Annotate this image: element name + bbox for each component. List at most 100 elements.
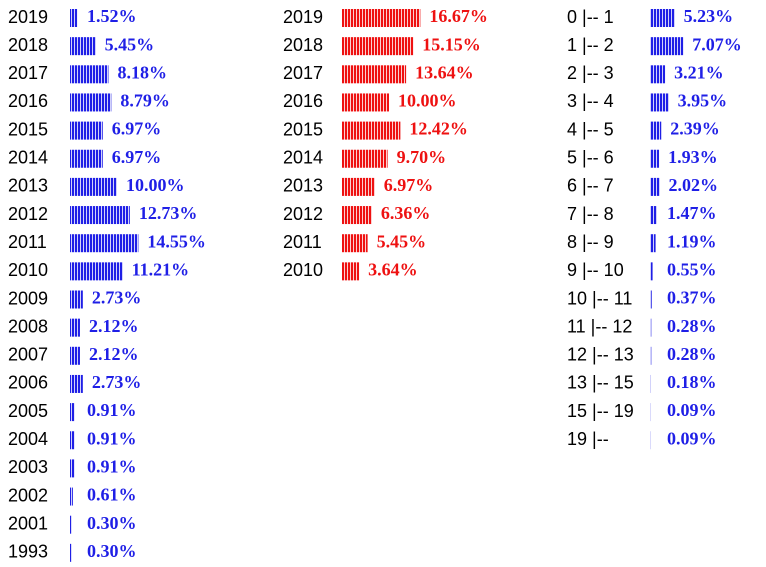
bar [70, 543, 72, 562]
bar [342, 121, 401, 140]
category-label: 1993 [8, 542, 48, 562]
category-label: 2013 [8, 176, 48, 196]
value-label: 0.61% [87, 485, 137, 505]
value-label: 1.93% [668, 147, 718, 167]
bar [650, 206, 657, 225]
value-label: 9.70% [397, 147, 447, 167]
bar [650, 37, 684, 56]
category-label: 13 |-- 15 [567, 373, 634, 393]
value-label: 2.12% [89, 316, 138, 336]
category-label: 12 |-- 13 [567, 345, 634, 365]
bar [650, 262, 653, 281]
category-label: 2017 [8, 63, 48, 83]
category-label: 10 |-- 11 [567, 288, 632, 308]
bar [650, 65, 666, 84]
category-label: 2004 [8, 429, 48, 449]
value-label: 3.64% [368, 259, 418, 279]
value-label: 1.19% [667, 231, 717, 251]
category-label: 2010 [283, 260, 323, 280]
value-label: 0.91% [87, 428, 137, 448]
category-label: 19 |-- [567, 429, 609, 449]
category-label: 4 |-- 5 [567, 119, 614, 139]
category-label: 2014 [283, 148, 323, 168]
value-label: 10.00% [398, 91, 457, 111]
value-label: 0.28% [667, 316, 717, 336]
value-label: 0.91% [87, 457, 137, 477]
value-label: 2.12% [89, 344, 138, 364]
category-label: 2018 [283, 35, 323, 55]
bar [650, 121, 662, 140]
value-label: 11.21% [132, 259, 190, 279]
value-label: 5.45% [105, 34, 154, 54]
bar [650, 149, 660, 168]
bar [342, 262, 360, 281]
bar [342, 234, 368, 253]
category-label: 2006 [8, 373, 48, 393]
bar [342, 93, 389, 112]
value-label: 12.73% [139, 203, 198, 223]
value-label: 5.45% [377, 231, 427, 251]
bar [70, 262, 123, 281]
bar [70, 234, 139, 253]
bar [70, 93, 112, 112]
category-label: 7 |-- 8 [567, 204, 614, 224]
value-label: 6.36% [381, 203, 431, 223]
bar [70, 318, 80, 337]
value-label: 6.97% [112, 119, 162, 139]
bar [70, 9, 78, 27]
bar [650, 374, 651, 393]
category-label: 8 |-- 9 [567, 232, 614, 252]
value-label: 0.28% [667, 344, 717, 364]
category-label: 2012 [283, 204, 323, 224]
bar [342, 206, 372, 225]
value-label: 6.97% [384, 175, 434, 195]
value-label: 0.55% [667, 259, 717, 279]
bar [70, 431, 75, 450]
bar [650, 346, 652, 365]
bar [650, 318, 652, 337]
value-label: 1.47% [667, 203, 717, 223]
category-label: 2016 [283, 91, 323, 111]
category-label: 2013 [283, 176, 323, 196]
category-label: 9 |-- 10 [567, 260, 624, 280]
value-label: 1.52% [87, 6, 137, 26]
category-label: 2007 [8, 345, 48, 365]
value-label: 8.79% [120, 91, 170, 111]
value-label: 12.42% [409, 119, 468, 139]
bar [70, 515, 72, 534]
category-label: 11 |-- 12 [567, 316, 632, 336]
value-label: 2.73% [92, 372, 141, 392]
value-label: 7.07% [692, 34, 742, 54]
category-label: 2018 [8, 35, 48, 55]
bar [650, 177, 660, 196]
value-label: 13.64% [415, 62, 474, 82]
bar [650, 290, 652, 309]
bar [342, 9, 421, 27]
bar [70, 290, 83, 309]
category-label: 2010 [8, 260, 48, 280]
bar [70, 206, 130, 225]
value-label: 2.39% [670, 119, 720, 139]
value-label: 14.55% [147, 231, 206, 251]
category-label: 2019 [283, 7, 323, 27]
bar [70, 149, 103, 168]
category-label: 2008 [8, 316, 48, 336]
bar [650, 234, 656, 253]
bar [70, 403, 75, 422]
category-label: 2 |-- 3 [567, 63, 614, 83]
category-label: 2014 [8, 148, 48, 168]
value-label: 16.67% [429, 6, 488, 26]
category-label: 2012 [8, 204, 48, 224]
category-label: 2011 [283, 232, 322, 252]
bar [70, 487, 73, 506]
value-label: 6.97% [112, 147, 162, 167]
value-label: 0.30% [87, 541, 137, 561]
bar [70, 121, 103, 140]
category-label: 0 |-- 1 [567, 7, 614, 27]
category-label: 1 |-- 2 [567, 35, 614, 55]
value-label: 0.91% [87, 400, 137, 420]
value-label: 10.00% [126, 175, 185, 195]
value-label: 2.02% [668, 175, 718, 195]
category-label: 2017 [283, 63, 323, 83]
value-label: 2.73% [92, 288, 141, 308]
